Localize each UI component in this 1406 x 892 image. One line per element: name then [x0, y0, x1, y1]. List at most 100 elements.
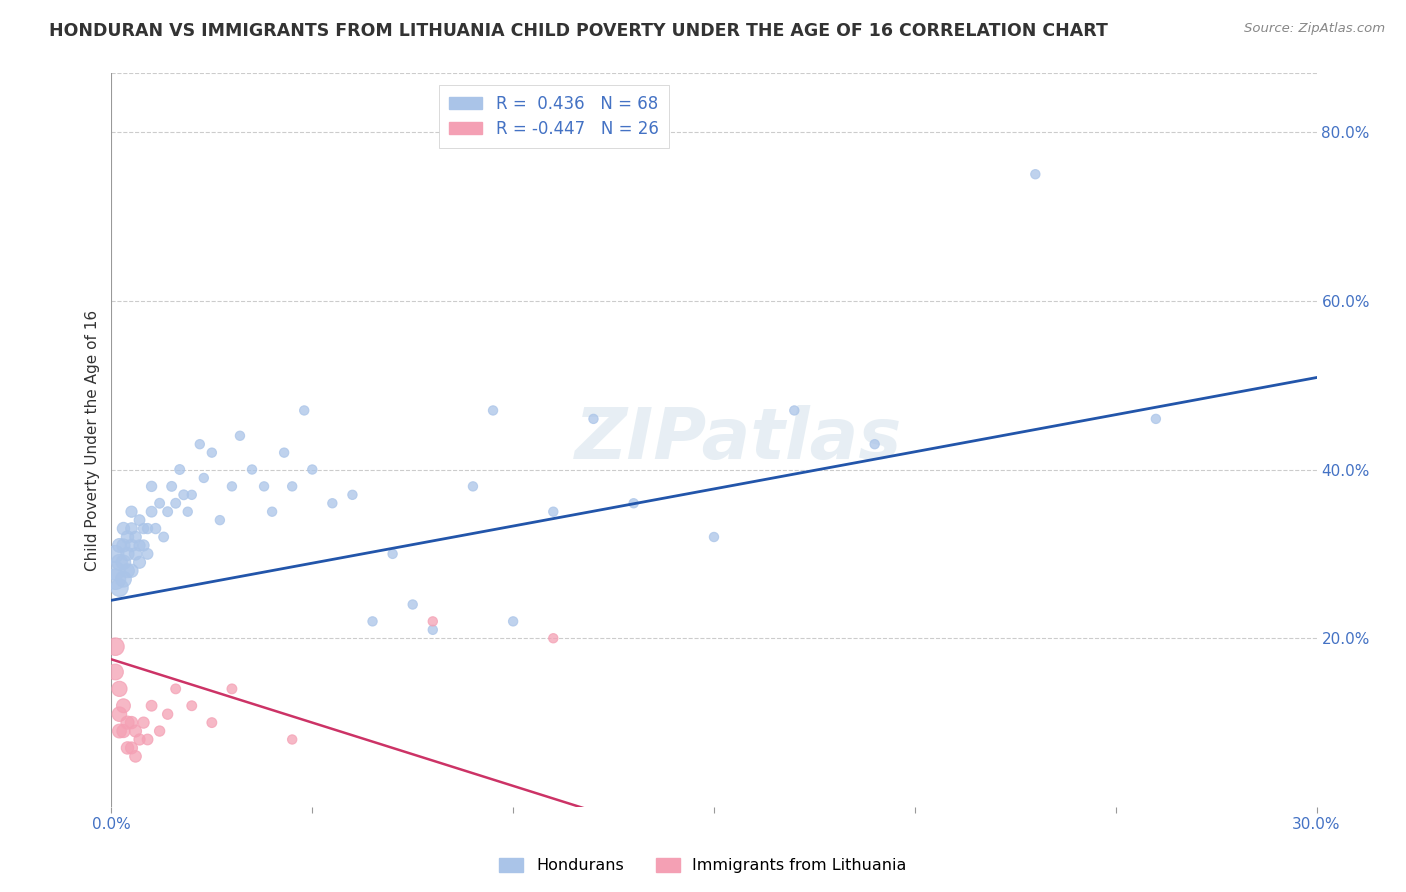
- Point: [422, 623, 444, 637]
- Point: [117, 715, 139, 730]
- Text: ZIPatlas: ZIPatlas: [575, 406, 901, 475]
- Point: [193, 471, 215, 485]
- Point: [180, 698, 202, 713]
- Point: [422, 615, 444, 629]
- Point: [582, 412, 605, 426]
- Point: [108, 538, 131, 552]
- Point: [104, 572, 127, 586]
- Point: [342, 488, 364, 502]
- Point: [156, 505, 179, 519]
- Point: [132, 538, 155, 552]
- Point: [1024, 167, 1046, 181]
- Point: [149, 496, 172, 510]
- Point: [141, 479, 163, 493]
- Point: [124, 724, 146, 739]
- Point: [112, 555, 135, 569]
- Point: [104, 564, 127, 578]
- Point: [262, 505, 284, 519]
- Point: [863, 437, 886, 451]
- Point: [104, 547, 127, 561]
- Point: [121, 505, 143, 519]
- Point: [117, 740, 139, 755]
- Point: [502, 615, 524, 629]
- Point: [117, 547, 139, 561]
- Point: [201, 445, 224, 459]
- Point: [112, 724, 135, 739]
- Point: [121, 564, 143, 578]
- Point: [221, 681, 243, 696]
- Point: [543, 632, 565, 646]
- Point: [108, 707, 131, 722]
- Point: [145, 522, 167, 536]
- Point: [141, 698, 163, 713]
- Point: [128, 538, 150, 552]
- Point: [124, 547, 146, 561]
- Point: [104, 665, 127, 679]
- Point: [281, 479, 304, 493]
- Point: [117, 530, 139, 544]
- Point: [165, 681, 187, 696]
- Point: [112, 698, 135, 713]
- Point: [152, 530, 174, 544]
- Point: [108, 681, 131, 696]
- Point: [173, 488, 195, 502]
- Point: [108, 555, 131, 569]
- Point: [124, 749, 146, 764]
- Point: [201, 715, 224, 730]
- Point: [112, 572, 135, 586]
- Legend: R =  0.436   N = 68, R = -0.447   N = 26: R = 0.436 N = 68, R = -0.447 N = 26: [439, 85, 669, 148]
- Point: [229, 429, 252, 443]
- Point: [112, 538, 135, 552]
- Point: [321, 496, 343, 510]
- Point: [783, 403, 806, 417]
- Y-axis label: Child Poverty Under the Age of 16: Child Poverty Under the Age of 16: [86, 310, 100, 571]
- Point: [136, 522, 159, 536]
- Point: [132, 715, 155, 730]
- Point: [165, 496, 187, 510]
- Point: [301, 462, 323, 476]
- Point: [240, 462, 263, 476]
- Point: [121, 740, 143, 755]
- Point: [188, 437, 211, 451]
- Point: [402, 598, 425, 612]
- Point: [121, 715, 143, 730]
- Point: [112, 522, 135, 536]
- Point: [461, 479, 484, 493]
- Point: [1144, 412, 1167, 426]
- Point: [156, 707, 179, 722]
- Point: [117, 564, 139, 578]
- Point: [128, 732, 150, 747]
- Point: [141, 505, 163, 519]
- Point: [160, 479, 183, 493]
- Point: [128, 555, 150, 569]
- Point: [169, 462, 191, 476]
- Legend: Hondurans, Immigrants from Lithuania: Hondurans, Immigrants from Lithuania: [494, 851, 912, 880]
- Point: [108, 581, 131, 595]
- Text: Source: ZipAtlas.com: Source: ZipAtlas.com: [1244, 22, 1385, 36]
- Point: [381, 547, 404, 561]
- Point: [136, 547, 159, 561]
- Point: [482, 403, 505, 417]
- Point: [177, 505, 200, 519]
- Point: [124, 530, 146, 544]
- Point: [253, 479, 276, 493]
- Point: [361, 615, 384, 629]
- Point: [273, 445, 295, 459]
- Point: [128, 513, 150, 527]
- Point: [121, 538, 143, 552]
- Point: [208, 513, 231, 527]
- Point: [703, 530, 725, 544]
- Point: [104, 640, 127, 654]
- Text: HONDURAN VS IMMIGRANTS FROM LITHUANIA CHILD POVERTY UNDER THE AGE OF 16 CORRELAT: HONDURAN VS IMMIGRANTS FROM LITHUANIA CH…: [49, 22, 1108, 40]
- Point: [623, 496, 645, 510]
- Point: [221, 479, 243, 493]
- Point: [292, 403, 315, 417]
- Point: [121, 522, 143, 536]
- Point: [108, 724, 131, 739]
- Point: [543, 505, 565, 519]
- Point: [149, 724, 172, 739]
- Point: [180, 488, 202, 502]
- Point: [281, 732, 304, 747]
- Point: [136, 732, 159, 747]
- Point: [132, 522, 155, 536]
